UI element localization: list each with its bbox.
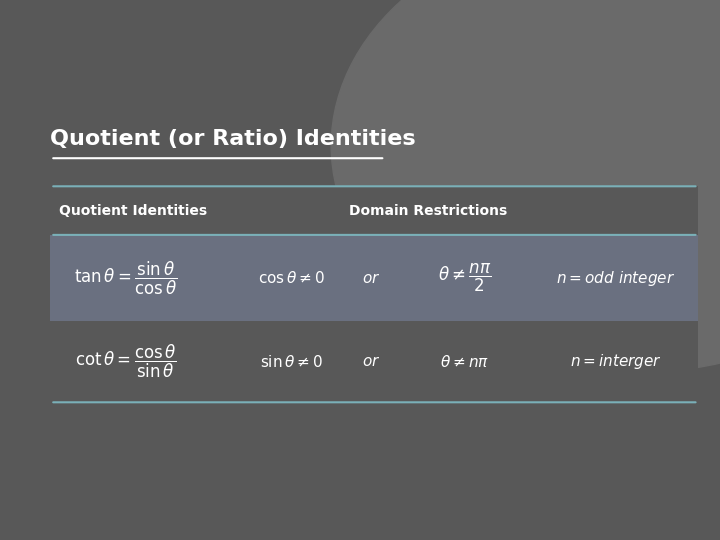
Bar	[50, 321, 698, 402]
Circle shape	[331, 0, 720, 373]
Text: $\cos\theta \neq 0$: $\cos\theta \neq 0$	[258, 270, 325, 286]
Text: Quotient (or Ratio) Identities: Quotient (or Ratio) Identities	[50, 129, 416, 148]
Text: $n = interger$: $n = interger$	[570, 352, 662, 372]
Text: $or$: $or$	[361, 354, 380, 369]
Text: $\cot\theta = \dfrac{\cos\theta}{\sin\theta}$: $\cot\theta = \dfrac{\cos\theta}{\sin\th…	[75, 343, 177, 380]
Bar	[50, 235, 698, 321]
Text: $\theta \neq n\pi$: $\theta \neq n\pi$	[440, 354, 489, 370]
Text: $n = odd\ integer$: $n = odd\ integer$	[556, 268, 675, 288]
Text: $or$: $or$	[361, 271, 380, 286]
Text: $\tan\theta = \dfrac{\sin\theta}{\cos\theta}$: $\tan\theta = \dfrac{\sin\theta}{\cos\th…	[74, 260, 178, 296]
Text: $\sin\theta \neq 0$: $\sin\theta \neq 0$	[260, 354, 323, 370]
Bar	[50, 186, 698, 235]
Text: Domain Restrictions: Domain Restrictions	[349, 204, 508, 218]
Text: $\theta \neq \dfrac{n\pi}{2}$: $\theta \neq \dfrac{n\pi}{2}$	[438, 262, 491, 294]
Text: Quotient Identities: Quotient Identities	[59, 204, 207, 218]
